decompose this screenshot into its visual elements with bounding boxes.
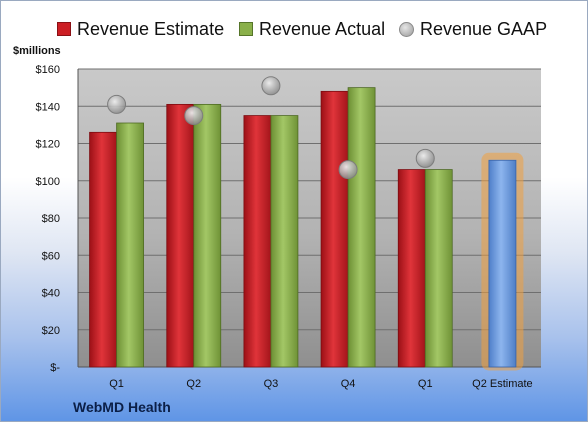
bar-revenue-estimate bbox=[89, 131, 117, 368]
bar-revenue-estimate bbox=[397, 169, 426, 368]
x-tick-label: Q2 Estimate bbox=[472, 378, 533, 390]
legend-item-revenue-actual: Revenue Actual bbox=[239, 15, 385, 43]
bar-revenue-actual bbox=[116, 122, 144, 368]
legend-swatch-revenue-actual bbox=[239, 22, 253, 36]
point-revenue-gaap bbox=[261, 76, 281, 96]
legend-label-revenue-estimate: Revenue Estimate bbox=[77, 18, 225, 39]
y-tick-label: $60 bbox=[42, 250, 60, 262]
bar-revenue-actual bbox=[193, 103, 222, 368]
point-revenue-gaap bbox=[338, 160, 358, 180]
x-tick-label: Q2 bbox=[186, 378, 201, 390]
bar-revenue-actual bbox=[424, 169, 453, 368]
y-tick-label: $80 bbox=[42, 213, 60, 225]
company-name: WebMD Health bbox=[73, 399, 171, 415]
bar-revenue-actual bbox=[347, 87, 376, 368]
bar-revenue-estimate bbox=[320, 90, 349, 368]
x-tick-label: Q1 bbox=[418, 378, 433, 390]
legend-item-revenue-gaap: Revenue GAAP bbox=[399, 15, 547, 43]
y-tick-label: $- bbox=[50, 362, 60, 374]
legend-item-revenue-estimate: Revenue Estimate bbox=[57, 15, 224, 43]
legend-label-revenue-gaap: Revenue GAAP bbox=[420, 18, 548, 39]
legend-marker-revenue-gaap bbox=[399, 21, 414, 37]
legend-swatch-revenue-estimate bbox=[57, 22, 71, 36]
y-tick-label: $40 bbox=[42, 288, 60, 300]
bar-q2-estimate bbox=[488, 159, 517, 368]
y-tick-label: $20 bbox=[42, 325, 60, 337]
y-tick-label: $100 bbox=[36, 176, 60, 188]
y-tick-label: $160 bbox=[36, 64, 60, 76]
point-revenue-gaap bbox=[107, 94, 127, 114]
legend-label-revenue-actual: Revenue Actual bbox=[259, 18, 386, 39]
bar-revenue-actual bbox=[270, 115, 299, 368]
bar-revenue-estimate bbox=[166, 103, 195, 368]
x-tick-label: Q4 bbox=[341, 378, 356, 390]
point-revenue-gaap bbox=[415, 148, 435, 168]
x-tick-label: Q1 bbox=[109, 378, 124, 390]
bar-revenue-estimate bbox=[243, 115, 272, 368]
x-tick-label: Q3 bbox=[264, 378, 279, 390]
y-axis-unit-label: $millions bbox=[13, 45, 61, 57]
y-tick-label: $140 bbox=[36, 101, 60, 113]
legend: Revenue Estimate Revenue Actual Revenue … bbox=[1, 15, 587, 45]
y-tick-label: $120 bbox=[36, 139, 60, 151]
point-revenue-gaap bbox=[184, 106, 204, 126]
